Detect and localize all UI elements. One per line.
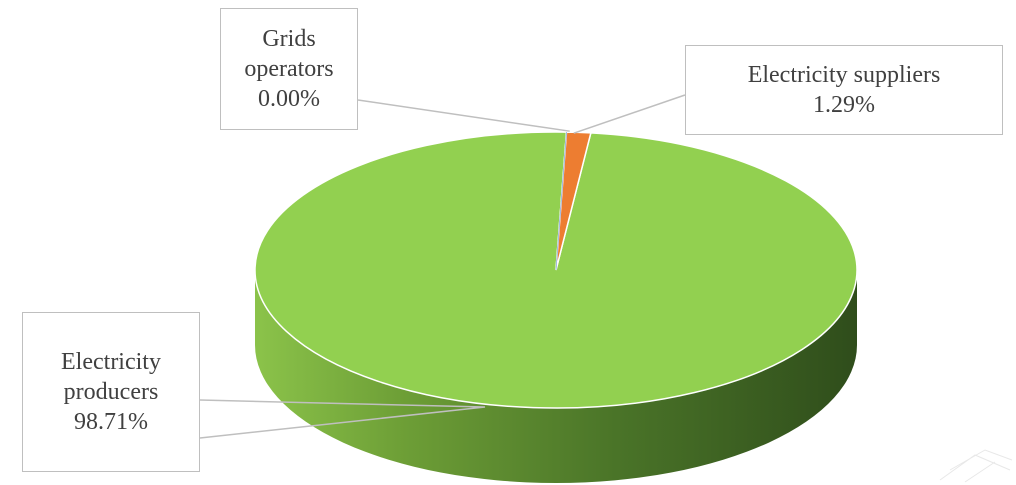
data-label-electricity-producers: Electricity producers 98.71% bbox=[22, 312, 200, 472]
data-label-suppliers-value: 1.29% bbox=[813, 92, 875, 118]
data-label-grids-line1: Grids bbox=[262, 26, 316, 52]
pie-slice-electricity-suppliers bbox=[555, 131, 592, 271]
pie-slice-grids-operators bbox=[555, 132, 567, 271]
data-label-producers-value: 98.71% bbox=[74, 409, 148, 435]
data-label-grids-operators: Grids operators 0.00% bbox=[220, 8, 358, 130]
leader-line-electricity-suppliers bbox=[573, 94, 686, 134]
data-label-grids-line2: operators bbox=[244, 56, 334, 82]
data-label-electricity-suppliers: Electricity suppliers 1.29% bbox=[685, 45, 1003, 135]
data-label-grids-value: 0.00% bbox=[258, 86, 320, 112]
data-label-producers-line1: Electricity bbox=[61, 349, 161, 375]
data-label-suppliers-line1: Electricity suppliers bbox=[747, 62, 941, 88]
data-label-producers-line2: producers bbox=[63, 379, 159, 405]
pie-slice-side-electricity-producers bbox=[255, 270, 857, 483]
leader-line-electricity-producers bbox=[199, 399, 486, 439]
leader-line-grids-operators bbox=[357, 99, 570, 132]
watermark-graphic bbox=[939, 449, 1013, 483]
